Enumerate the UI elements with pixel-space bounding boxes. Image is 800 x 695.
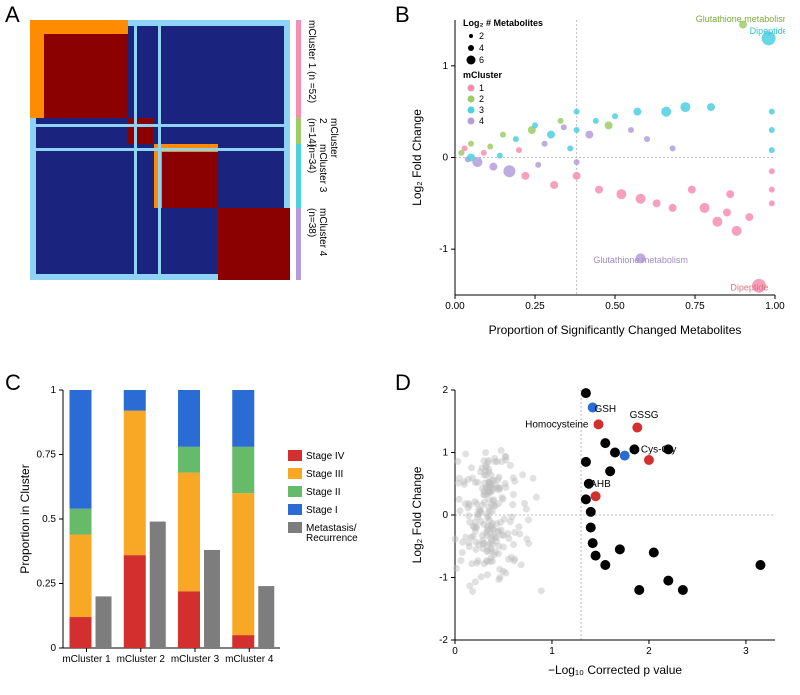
svg-text:0: 0 bbox=[442, 510, 448, 521]
svg-text:4: 4 bbox=[479, 43, 484, 53]
svg-text:1: 1 bbox=[442, 448, 448, 459]
svg-text:Cys-Gly: Cys-Gly bbox=[641, 445, 677, 456]
scatter-plot: 0.00 0.25 0.50 0.75 1.00 -1 0 1 Proportion of Si… bbox=[405, 10, 785, 340]
svg-text:3: 3 bbox=[479, 105, 484, 115]
svg-text:Glutathione metabolism: Glutathione metabolism bbox=[593, 255, 688, 265]
svg-text:mCluster 3: mCluster 3 bbox=[171, 654, 220, 665]
stacked-bar-chart: 0 0.25 0.5 0.75 1 Proportion in Cluster mClust… bbox=[15, 380, 380, 680]
svg-text:3: 3 bbox=[743, 646, 749, 657]
svg-text:Log₂ Fold Change: Log₂ Fold Change bbox=[410, 109, 424, 206]
svg-text:0: 0 bbox=[452, 646, 458, 657]
svg-text:Stage III: Stage III bbox=[306, 469, 343, 480]
cluster-bar bbox=[296, 208, 301, 280]
figure: A B C D mCluster 1 (n =52)mCluster 2 (n=… bbox=[0, 0, 800, 695]
svg-text:2: 2 bbox=[442, 385, 448, 396]
svg-text:2: 2 bbox=[479, 94, 484, 104]
svg-text:mCluster 2: mCluster 2 bbox=[117, 654, 166, 665]
svg-text:Proportion of Significantly Ch: Proportion of Significantly Changed Meta… bbox=[489, 323, 742, 337]
volcano-plot: 0 1 2 3 -2 -1 0 1 2 −Log₁₀ Corrected p value Log₂ … bbox=[405, 380, 785, 680]
svg-text:Log₂ Fold Change: Log₂ Fold Change bbox=[410, 466, 424, 563]
svg-text:2: 2 bbox=[646, 646, 652, 657]
panel-b: 0.00 0.25 0.50 0.75 1.00 -1 0 1 Proportion of Si… bbox=[405, 10, 785, 340]
svg-text:0: 0 bbox=[442, 153, 448, 164]
svg-text:1: 1 bbox=[479, 83, 484, 93]
svg-text:Proportion in Cluster: Proportion in Cluster bbox=[18, 464, 32, 573]
svg-text:-2: -2 bbox=[439, 635, 448, 646]
svg-text:GSH: GSH bbox=[594, 404, 616, 415]
svg-text:mCluster 1: mCluster 1 bbox=[62, 654, 111, 665]
panel-label-a: A bbox=[5, 2, 20, 28]
svg-text:0: 0 bbox=[50, 643, 56, 654]
svg-text:Stage IV: Stage IV bbox=[306, 451, 345, 462]
cluster-bar bbox=[296, 144, 301, 208]
svg-text:mCluster: mCluster bbox=[463, 70, 503, 80]
svg-text:1: 1 bbox=[549, 646, 555, 657]
cluster-label: mCluster 1 (n =52) bbox=[306, 20, 317, 118]
svg-text:0.25: 0.25 bbox=[525, 301, 545, 312]
svg-text:Stage I: Stage I bbox=[306, 505, 338, 516]
svg-text:Dipeptide: Dipeptide bbox=[750, 26, 785, 36]
svg-text:1: 1 bbox=[50, 385, 56, 396]
svg-text:1: 1 bbox=[442, 61, 448, 72]
svg-text:Homocysteine: Homocysteine bbox=[525, 420, 589, 431]
svg-text:Recurrence: Recurrence bbox=[306, 533, 358, 544]
svg-text:Glutathione metabolism: Glutathione metabolism bbox=[696, 14, 785, 24]
cluster-label: mCluster 2 (n=14) bbox=[306, 118, 339, 145]
svg-text:Stage II: Stage II bbox=[306, 487, 340, 498]
panel-a: mCluster 1 (n =52)mCluster 2 (n=14)mClus… bbox=[30, 20, 370, 330]
svg-text:1.00: 1.00 bbox=[765, 301, 785, 312]
svg-text:mCluster 4: mCluster 4 bbox=[225, 654, 274, 665]
cluster-bar bbox=[296, 118, 301, 145]
svg-text:4: 4 bbox=[479, 116, 484, 126]
svg-text:0.25: 0.25 bbox=[37, 579, 57, 590]
svg-text:−Log₁₀ Corrected p value: −Log₁₀ Corrected p value bbox=[548, 663, 682, 677]
svg-text:0.5: 0.5 bbox=[42, 514, 56, 525]
svg-text:2: 2 bbox=[479, 31, 484, 41]
svg-text:0.00: 0.00 bbox=[445, 301, 465, 312]
svg-text:Log₂ # Metabolites: Log₂ # Metabolites bbox=[463, 18, 543, 28]
cluster-label: mCluster 3 (n=34) bbox=[306, 144, 328, 208]
panel-c: 0 0.25 0.5 0.75 1 Proportion in Cluster mClust… bbox=[15, 380, 380, 680]
svg-text:-1: -1 bbox=[439, 244, 448, 255]
svg-text:0.75: 0.75 bbox=[37, 450, 57, 461]
svg-text:-1: -1 bbox=[439, 573, 448, 584]
panel-d: 0 1 2 3 -2 -1 0 1 2 −Log₁₀ Corrected p value Log₂ … bbox=[405, 380, 785, 680]
heatmap bbox=[30, 20, 290, 280]
svg-text:0.50: 0.50 bbox=[605, 301, 625, 312]
cluster-bar bbox=[296, 20, 301, 118]
cluster-label: mCluster 4 (n=38) bbox=[306, 208, 328, 280]
svg-text:GSSG: GSSG bbox=[630, 410, 659, 421]
svg-text:0.75: 0.75 bbox=[685, 301, 705, 312]
svg-text:6: 6 bbox=[479, 55, 484, 65]
svg-text:Dipeptide: Dipeptide bbox=[730, 282, 768, 292]
svg-text:AHB: AHB bbox=[590, 479, 611, 490]
